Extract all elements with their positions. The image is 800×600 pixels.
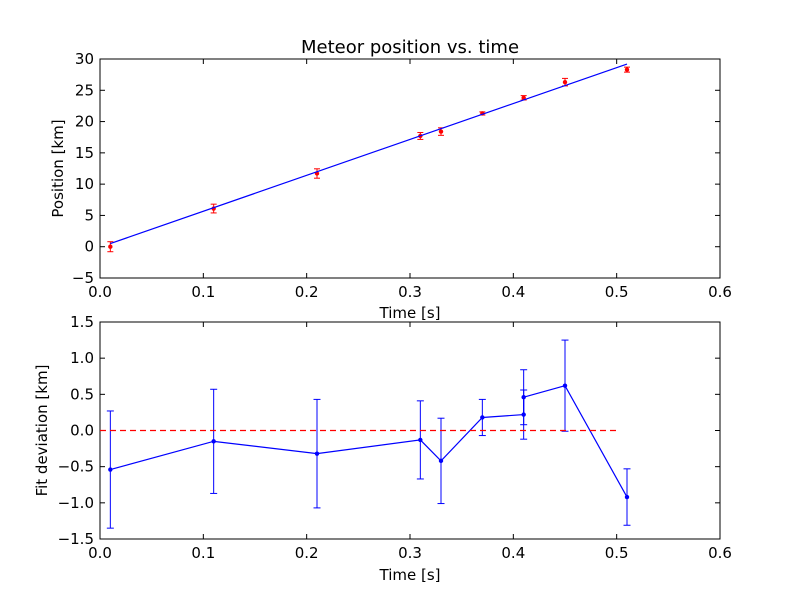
data-point — [521, 95, 526, 100]
y-tick-label: 10 — [75, 175, 94, 193]
x-axis-label: Time [s] — [379, 304, 441, 322]
y-tick-label: 0.5 — [70, 385, 94, 403]
x-tick-label: 0.1 — [191, 544, 215, 562]
y-axis-label: Position [km] — [49, 119, 67, 217]
data-point — [521, 395, 526, 400]
y-tick-label: −1.5 — [58, 530, 94, 548]
x-tick-label: 0.2 — [295, 544, 319, 562]
x-tick-label: 0.6 — [708, 544, 732, 562]
deviation-line — [110, 384, 628, 498]
tick-group: 0.0 0.1 0.2 0.3 0.4 0.5 0.6 −1.5 −1.0 −0.5 0.0 0.5 1… — [58, 313, 732, 562]
x-tick-label: 0.3 — [398, 544, 422, 562]
x-tick-label: 0.4 — [501, 544, 525, 562]
y-tick-label: 5 — [84, 206, 94, 224]
chart-title: Meteor position vs. time — [301, 37, 519, 58]
y-tick-label: −0.5 — [58, 458, 94, 476]
y-tick-label: 0.0 — [70, 422, 94, 440]
y-tick-label: 0 — [84, 238, 94, 256]
mark-group — [107, 63, 630, 253]
data-point — [211, 439, 216, 444]
y-tick-label: 1.5 — [70, 313, 94, 331]
y-tick-label: 20 — [75, 113, 94, 131]
x-tick-label: 0.0 — [88, 544, 112, 562]
x-tick-label: 0.3 — [398, 283, 422, 301]
y-tick-label: −1.0 — [58, 494, 94, 512]
data-point — [562, 383, 568, 388]
x-tick-label: 0.6 — [708, 283, 732, 301]
y-tick-label: 15 — [75, 144, 94, 162]
x-tick-label: 0.1 — [191, 283, 215, 301]
y-axis-label: Fit deviation [km] — [33, 365, 51, 497]
data-point — [108, 467, 113, 472]
y-tick-label: 1.0 — [70, 349, 94, 367]
x-tick-label: 0.5 — [605, 544, 629, 562]
x-tick-label: 0.0 — [88, 283, 112, 301]
position-chart: Meteor position vs. time 0.0 0.1 0.2 0.3 0.4… — [49, 37, 732, 322]
data-point — [108, 244, 113, 249]
y-tick-label: 25 — [75, 81, 94, 99]
data-point — [624, 67, 630, 72]
x-tick-label: 0.4 — [501, 283, 525, 301]
data-point — [624, 494, 630, 500]
y-tick-label: 30 — [75, 50, 94, 68]
data-point — [562, 79, 568, 85]
data-point — [480, 415, 485, 420]
fit-line — [110, 63, 628, 245]
deviation-chart: 0.0 0.1 0.2 0.3 0.4 0.5 0.6 −1.5 −1.0 −0.5 0.0 0.5 1… — [33, 313, 732, 584]
x-axis-label: Time [s] — [379, 566, 441, 584]
tick-group: 0.0 0.1 0.2 0.3 0.4 0.5 0.6 −5 0 5 10 15 20 25 30 — [72, 50, 732, 301]
plot-area-frame — [99, 58, 721, 279]
x-tick-label: 0.2 — [295, 283, 319, 301]
data-point — [438, 129, 444, 134]
y-tick-label: −5 — [72, 269, 94, 287]
data-point — [314, 451, 320, 456]
mark-group — [100, 339, 631, 529]
data-point — [438, 458, 444, 464]
data-point — [418, 437, 423, 443]
x-tick-label: 0.5 — [605, 283, 629, 301]
